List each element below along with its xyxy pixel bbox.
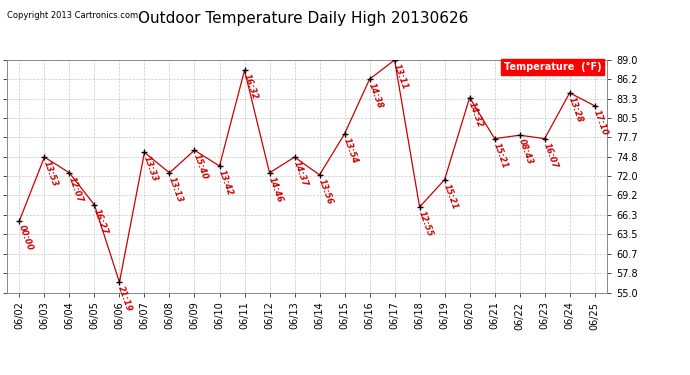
Text: Copyright 2013 Cartronics.com: Copyright 2013 Cartronics.com: [7, 11, 138, 20]
Text: Outdoor Temperature Daily High 20130626: Outdoor Temperature Daily High 20130626: [139, 11, 469, 26]
Text: 14:37: 14:37: [292, 160, 309, 188]
Text: Temperature  (°F): Temperature (°F): [504, 62, 601, 72]
Text: 17:10: 17:10: [592, 109, 609, 137]
Text: 13:33: 13:33: [141, 155, 159, 183]
Text: 16:07: 16:07: [542, 141, 560, 170]
Text: 16:27: 16:27: [92, 208, 109, 236]
Text: 13:42: 13:42: [217, 169, 234, 197]
Text: 00:00: 00:00: [17, 224, 34, 252]
Text: 15:40: 15:40: [192, 153, 209, 182]
Text: 13:13: 13:13: [166, 176, 184, 204]
Text: 13:56: 13:56: [317, 178, 334, 206]
Text: 15:21: 15:21: [492, 141, 509, 170]
Text: 12:07: 12:07: [66, 176, 84, 204]
Text: 13:54: 13:54: [342, 136, 359, 165]
Text: 08:43: 08:43: [517, 138, 534, 166]
Text: 13:28: 13:28: [566, 96, 584, 124]
Text: 15:21: 15:21: [442, 183, 460, 211]
Text: 21:19: 21:19: [117, 285, 134, 314]
Text: 13:53: 13:53: [41, 160, 59, 188]
Text: 14:32: 14:32: [466, 100, 484, 129]
Text: 12:55: 12:55: [417, 210, 434, 238]
Text: 13:11: 13:11: [392, 63, 409, 91]
Text: 16:32: 16:32: [241, 73, 259, 101]
Text: 14:38: 14:38: [366, 82, 384, 110]
Text: 14:46: 14:46: [266, 176, 284, 204]
